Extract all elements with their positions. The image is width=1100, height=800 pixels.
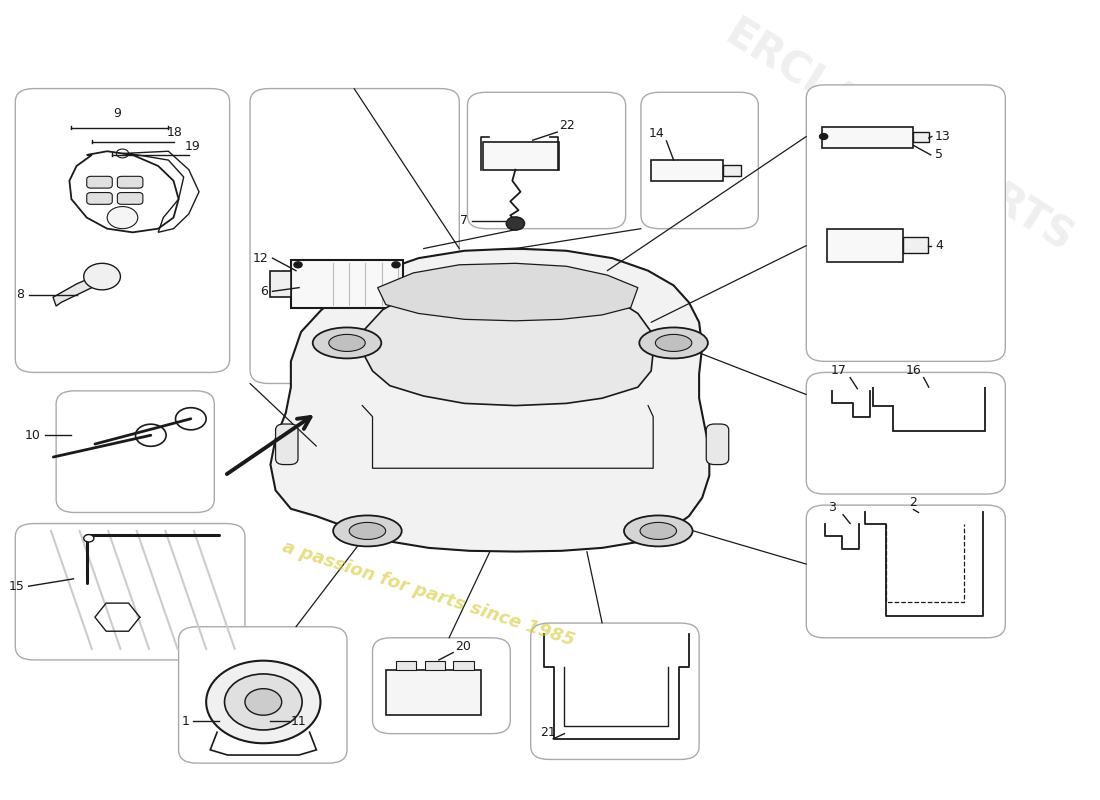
Circle shape	[245, 689, 282, 715]
Text: 19: 19	[185, 140, 200, 153]
FancyBboxPatch shape	[178, 626, 346, 763]
Circle shape	[224, 674, 302, 730]
Text: 20: 20	[455, 639, 471, 653]
Text: 1: 1	[182, 714, 190, 728]
Bar	[453, 661, 474, 670]
Bar	[425, 661, 446, 670]
Circle shape	[392, 262, 400, 268]
Text: ERCLASSICPARTS: ERCLASSICPARTS	[716, 12, 1080, 261]
FancyBboxPatch shape	[373, 638, 510, 734]
Bar	[723, 166, 741, 175]
Circle shape	[84, 534, 94, 542]
Text: 21: 21	[540, 726, 556, 739]
Text: 16: 16	[905, 364, 922, 377]
Bar	[903, 237, 927, 253]
Text: 18: 18	[166, 126, 183, 139]
FancyBboxPatch shape	[468, 92, 626, 229]
Circle shape	[84, 263, 120, 290]
Text: 9: 9	[113, 106, 121, 119]
Ellipse shape	[624, 515, 693, 546]
FancyBboxPatch shape	[641, 92, 758, 229]
Text: a passion for parts since 1985: a passion for parts since 1985	[280, 538, 578, 650]
Bar	[271, 270, 290, 298]
Text: 11: 11	[290, 714, 307, 728]
Bar	[290, 260, 403, 307]
FancyBboxPatch shape	[806, 85, 1005, 362]
Text: 7: 7	[461, 214, 469, 227]
Text: 8: 8	[16, 288, 24, 301]
FancyBboxPatch shape	[706, 424, 728, 465]
Text: 17: 17	[830, 364, 847, 377]
Polygon shape	[362, 278, 653, 406]
Bar	[913, 132, 928, 142]
Text: 12: 12	[253, 252, 268, 265]
FancyBboxPatch shape	[118, 193, 143, 204]
FancyBboxPatch shape	[806, 505, 1005, 638]
Bar	[396, 661, 417, 670]
FancyBboxPatch shape	[530, 623, 700, 759]
Polygon shape	[271, 249, 710, 551]
Polygon shape	[377, 263, 638, 321]
Ellipse shape	[656, 334, 692, 351]
FancyBboxPatch shape	[276, 424, 298, 465]
Ellipse shape	[329, 334, 365, 351]
Bar	[386, 670, 481, 715]
FancyBboxPatch shape	[15, 523, 245, 660]
Text: 13: 13	[935, 130, 950, 143]
Text: 14: 14	[649, 127, 664, 140]
Text: 5: 5	[935, 149, 943, 162]
Text: 2: 2	[910, 496, 917, 509]
Ellipse shape	[312, 327, 382, 358]
Bar	[822, 127, 913, 147]
Text: 6: 6	[261, 285, 268, 298]
Text: 4: 4	[935, 239, 943, 252]
FancyBboxPatch shape	[56, 391, 214, 513]
FancyBboxPatch shape	[87, 176, 112, 188]
FancyBboxPatch shape	[806, 373, 1005, 494]
FancyBboxPatch shape	[250, 89, 460, 383]
FancyBboxPatch shape	[87, 193, 112, 204]
Ellipse shape	[349, 522, 386, 539]
Text: 22: 22	[559, 119, 575, 132]
Circle shape	[820, 134, 827, 139]
FancyBboxPatch shape	[15, 89, 230, 373]
Ellipse shape	[639, 327, 708, 358]
Ellipse shape	[640, 522, 676, 539]
Text: 15: 15	[9, 580, 24, 593]
Bar	[483, 142, 559, 170]
Text: 10: 10	[25, 429, 41, 442]
Bar	[651, 160, 723, 181]
Bar	[827, 229, 903, 262]
Text: 3: 3	[828, 501, 836, 514]
FancyBboxPatch shape	[118, 176, 143, 188]
Circle shape	[506, 217, 525, 230]
Ellipse shape	[333, 515, 402, 546]
Circle shape	[294, 262, 302, 268]
Circle shape	[206, 661, 320, 743]
Circle shape	[107, 206, 138, 229]
Polygon shape	[53, 273, 112, 306]
